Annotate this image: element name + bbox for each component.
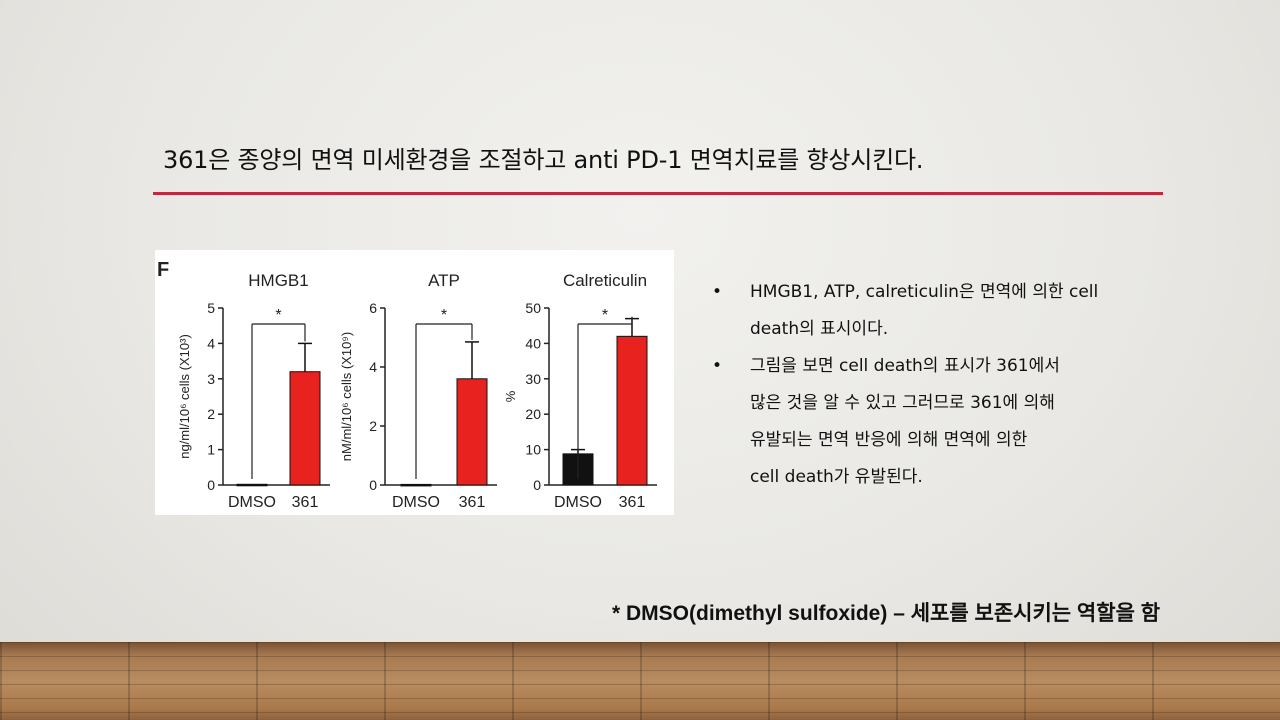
footnote: * DMSO(dimethyl sulfoxide) – 세포를 보존시키는 역…	[612, 602, 1161, 625]
y-tick-label: 2	[369, 418, 377, 434]
y-tick-label: 1	[207, 442, 215, 458]
bullet-1-line-1: HMGB1, ATP, calreticulin은 면역에 의한 cell	[750, 282, 1099, 302]
y-tick-label: 10	[525, 442, 541, 458]
bullet-2-line-2: 많은 것을 알 수 있고 그러므로 361에 의해	[750, 393, 1055, 413]
y-axis-label: ng/ml/10⁶ cells (X10³)	[177, 334, 192, 459]
significance-star: *	[441, 307, 447, 324]
y-tick-label: 5	[207, 300, 215, 316]
bullet-2-line-3: 유발되는 면역 반응에 의해 면역에 의한	[750, 430, 1028, 450]
y-tick-label: 0	[533, 477, 541, 493]
chart-title: HMGB1	[248, 271, 308, 290]
significance-star: *	[275, 307, 281, 324]
bar-dmso	[236, 483, 268, 487]
y-tick-label: 30	[525, 371, 541, 387]
bar-361	[289, 371, 321, 486]
chart-title: ATP	[428, 271, 460, 290]
y-tick-label: 40	[525, 335, 541, 351]
x-category-label: 361	[459, 494, 486, 511]
bullet-item-2: • 그림을 보면 cell death의 표시가 361에서 많은 것을 알 수…	[712, 348, 1162, 496]
y-axis-label: %	[503, 390, 518, 402]
bar-chart-figure: F HMGB1 ng/ml/10⁶ cells (X10³) 0 1 2 3 4 5 DMSO 3…	[155, 250, 674, 515]
bullet-list: • HMGB1, ATP, calreticulin은 면역에 의한 cell …	[712, 274, 1162, 496]
y-tick-label: 20	[525, 406, 541, 422]
y-tick-label: 3	[207, 371, 215, 387]
slide-title: 361은 종양의 면역 미세환경을 조절하고 anti PD-1 면역치료를 향…	[163, 146, 924, 174]
bar-dmso	[400, 483, 432, 487]
bullet-2-line-4: cell death가 유발된다.	[750, 467, 923, 487]
panel-label: F	[157, 259, 169, 281]
x-category-label: 361	[619, 494, 646, 511]
significance-star: *	[602, 307, 608, 324]
bar-charts-svg: F HMGB1 ng/ml/10⁶ cells (X10³) 0 1 2 3 4 5 DMSO 3…	[157, 259, 657, 511]
x-category-label: DMSO	[554, 494, 602, 511]
bullet-1-line-2: death의 표시이다.	[750, 319, 889, 339]
y-axis-label: nM/ml/10⁶ cells (X10⁹)	[339, 332, 354, 461]
wooden-floor-decoration	[0, 642, 1280, 720]
x-category-label: 361	[292, 494, 319, 511]
bullet-marker: •	[712, 282, 723, 302]
bar-361	[456, 378, 488, 486]
bullet-2-line-1: 그림을 보면 cell death의 표시가 361에서	[750, 356, 1060, 376]
chart-title: Calreticulin	[563, 271, 647, 290]
y-tick-label: 4	[369, 359, 377, 375]
y-tick-label: 2	[207, 406, 215, 422]
y-tick-label: 6	[369, 300, 377, 316]
y-tick-label: 4	[207, 335, 215, 351]
bullet-item-1: • HMGB1, ATP, calreticulin은 면역에 의한 cell …	[712, 274, 1162, 348]
y-tick-label: 0	[207, 477, 215, 493]
x-category-label: DMSO	[392, 494, 440, 511]
title-underline	[153, 192, 1163, 195]
y-tick-label: 0	[369, 477, 377, 493]
bar-361	[616, 335, 648, 486]
bullet-marker: •	[712, 356, 723, 376]
x-category-label: DMSO	[228, 494, 276, 511]
y-tick-label: 50	[525, 300, 541, 316]
